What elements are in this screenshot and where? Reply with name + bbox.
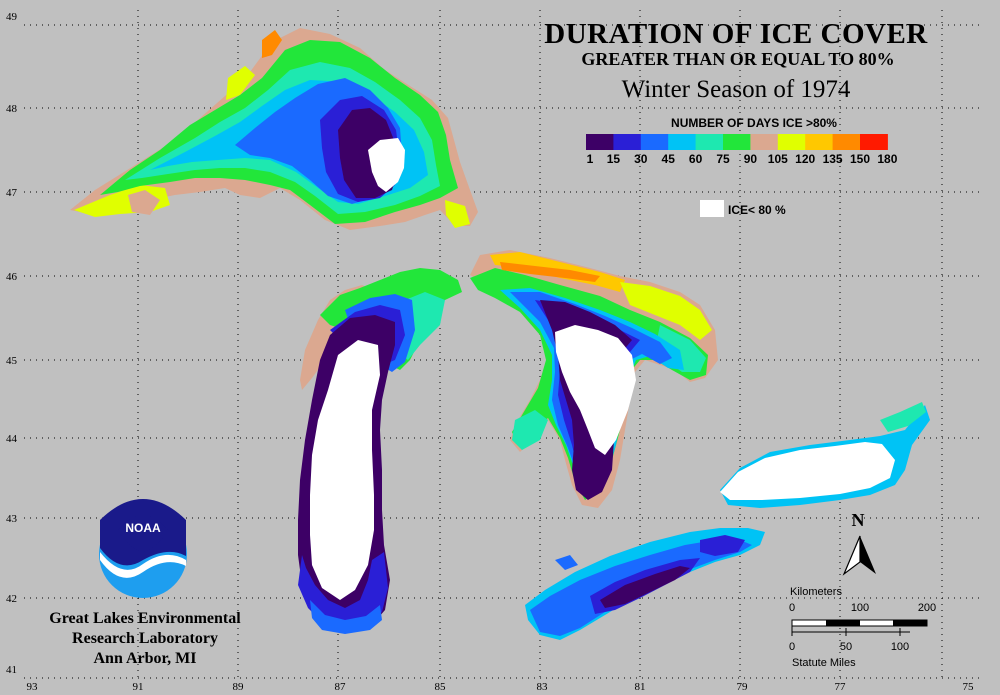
noaa-logo: NOAA xyxy=(99,499,187,598)
lat-label: 46 xyxy=(6,271,18,283)
lat-label: 48 xyxy=(6,103,18,115)
legend-swatch xyxy=(613,134,642,150)
lake-ontario xyxy=(720,402,930,508)
lake-erie xyxy=(525,528,765,640)
legend-swatch xyxy=(860,134,888,150)
lat-label: 44 xyxy=(6,433,18,445)
map-title: DURATION OF ICE COVER xyxy=(544,18,928,50)
legend-swatch xyxy=(805,134,834,150)
legend-swatch xyxy=(777,134,806,150)
legend-labels: 1 15 30 45 60 75 90 105 120 135 150 180 xyxy=(587,152,898,166)
lat-label: 47 xyxy=(6,187,18,199)
scale-km-tick: 100 xyxy=(851,602,869,614)
no-ice-swatch xyxy=(700,200,724,217)
map-subtitle: GREATER THAN OR EQUAL TO 80% xyxy=(581,49,894,69)
scale-mi-label: Statute Miles xyxy=(792,657,856,669)
legend-label: 1 xyxy=(587,152,594,166)
scale-km-tick: 0 xyxy=(789,602,795,614)
lat-label: 45 xyxy=(6,355,18,367)
lon-label: 77 xyxy=(835,681,847,693)
lon-label: 75 xyxy=(963,681,975,693)
north-label: N xyxy=(852,510,865,530)
legend-label: 120 xyxy=(795,152,815,166)
org-line-1: Great Lakes Environmental xyxy=(49,610,241,627)
season-label: Winter Season of 1974 xyxy=(622,76,851,103)
lon-label: 85 xyxy=(435,681,447,693)
legend-swatch xyxy=(832,134,861,150)
lake-huron xyxy=(470,250,718,508)
org-line-2: Research Laboratory xyxy=(72,630,218,647)
legend-label: 75 xyxy=(716,152,730,166)
noaa-logo-text: NOAA xyxy=(125,521,161,535)
lon-label: 87 xyxy=(335,681,347,693)
scale-bar: Kilometers 0 100 200 0 50 100 Statute Mi… xyxy=(789,586,936,669)
scale-km-tick: 200 xyxy=(918,602,936,614)
scale-mi-tick: 0 xyxy=(789,641,795,653)
north-channel xyxy=(500,262,600,282)
lake-michigan xyxy=(298,268,462,634)
legend-label: 45 xyxy=(662,152,676,166)
legend-label: 135 xyxy=(823,152,843,166)
legend-label: 15 xyxy=(607,152,621,166)
legend-swatch xyxy=(750,134,779,150)
map-title-block: DURATION OF ICE COVER GREATER THAN OR EQ… xyxy=(544,18,928,103)
lat-label: 43 xyxy=(6,513,18,525)
legend-title: NUMBER OF DAYS ICE >80% xyxy=(671,116,837,130)
legend-swatch xyxy=(695,134,724,150)
lon-label: 83 xyxy=(537,681,549,693)
legend-label: 30 xyxy=(634,152,648,166)
legend-label: 150 xyxy=(850,152,870,166)
legend-swatch xyxy=(668,134,697,150)
legend-swatch xyxy=(640,134,669,150)
legend-swatch xyxy=(586,134,614,150)
org-line-3: Ann Arbor, MI xyxy=(94,650,197,667)
lon-label: 91 xyxy=(133,681,144,693)
scale-km-label: Kilometers xyxy=(790,586,842,598)
north-arrow: N xyxy=(842,510,876,576)
legend: NUMBER OF DAYS ICE >80% 1 15 30 45 60 75 90 105… xyxy=(586,116,898,217)
legend-label: 105 xyxy=(768,152,788,166)
no-ice-label: ICE< 80 % xyxy=(728,203,786,217)
lon-label: 89 xyxy=(233,681,245,693)
lake-superior xyxy=(70,28,478,230)
lat-label: 41 xyxy=(6,664,17,676)
legend-label: 180 xyxy=(877,152,897,166)
lat-label: 49 xyxy=(6,11,18,23)
lon-label: 79 xyxy=(737,681,749,693)
legend-label: 90 xyxy=(744,152,758,166)
scale-mi-tick: 100 xyxy=(891,641,909,653)
latitude-labels: 49 48 47 46 45 44 43 42 41 xyxy=(6,11,18,676)
legend-swatches xyxy=(586,134,888,150)
legend-swatch xyxy=(723,134,751,150)
lon-label: 93 xyxy=(27,681,39,693)
lon-label: 81 xyxy=(635,681,646,693)
legend-label: 60 xyxy=(689,152,703,166)
lat-label: 42 xyxy=(6,593,17,605)
org-credit: Great Lakes Environmental Research Labor… xyxy=(49,610,241,667)
longitude-labels: 93 91 89 87 85 83 81 79 77 75 xyxy=(27,681,975,693)
scale-mi-tick: 50 xyxy=(840,641,852,653)
